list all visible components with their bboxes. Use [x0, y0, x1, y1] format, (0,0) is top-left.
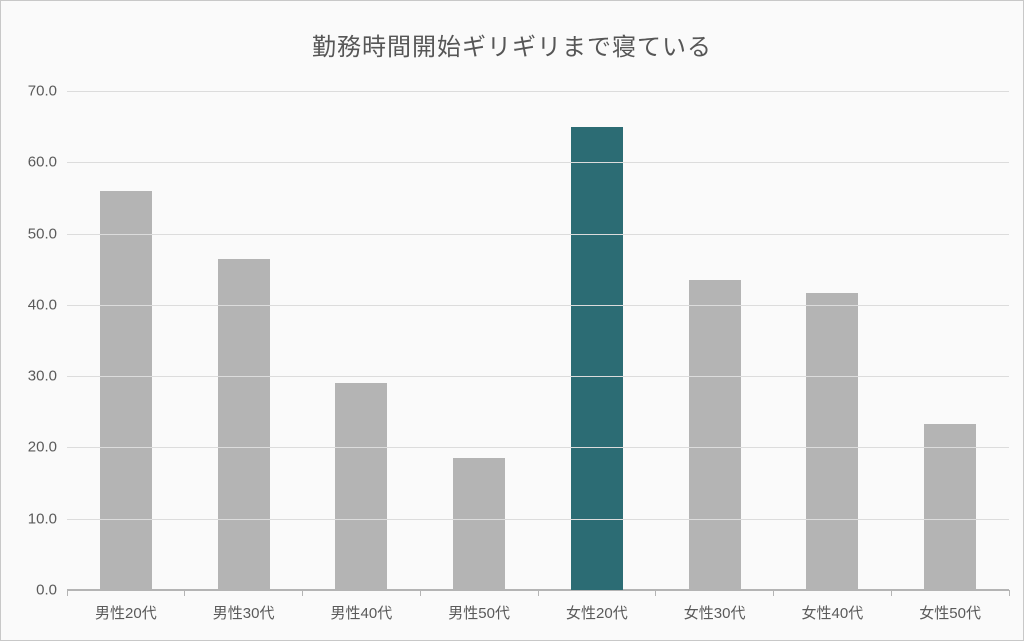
y-tick-label: 70.0 — [28, 83, 67, 100]
plot-area-wrapper: 男性20代男性30代男性40代男性50代女性20代女性30代女性40代女性50代… — [67, 91, 1009, 590]
x-tick-mark — [538, 590, 539, 596]
x-tick-mark — [67, 590, 68, 596]
bar — [453, 458, 505, 590]
x-tick-label: 女性30代 — [684, 590, 746, 623]
gridline — [67, 234, 1009, 235]
x-tick-mark — [420, 590, 421, 596]
bar — [571, 127, 623, 590]
x-tick-mark — [1009, 590, 1010, 596]
gridline — [67, 447, 1009, 448]
y-tick-label: 40.0 — [28, 296, 67, 313]
x-tick-mark — [302, 590, 303, 596]
gridline — [67, 376, 1009, 377]
plot-area: 男性20代男性30代男性40代男性50代女性20代女性30代女性40代女性50代… — [67, 91, 1009, 590]
x-tick-mark — [891, 590, 892, 596]
x-tick-mark — [773, 590, 774, 596]
bar — [218, 259, 270, 590]
gridline — [67, 519, 1009, 520]
y-tick-label: 20.0 — [28, 439, 67, 456]
bar — [335, 383, 387, 590]
bar-slot: 男性40代 — [303, 91, 421, 590]
x-tick-label: 男性40代 — [331, 590, 393, 623]
bar-slot: 女性20代 — [538, 91, 656, 590]
bar — [100, 191, 152, 590]
x-tick-label: 女性50代 — [919, 590, 981, 623]
x-tick-label: 男性50代 — [448, 590, 510, 623]
gridline — [67, 305, 1009, 306]
chart-title: 勤務時間開始ギリギリまで寝ている — [1, 1, 1023, 72]
y-tick-label: 30.0 — [28, 368, 67, 385]
chart-container: 勤務時間開始ギリギリまで寝ている 男性20代男性30代男性40代男性50代女性2… — [0, 0, 1024, 641]
x-tick-label: 女性20代 — [566, 590, 628, 623]
bar-slot: 女性30代 — [656, 91, 774, 590]
y-tick-label: 50.0 — [28, 225, 67, 242]
bar-slot: 男性20代 — [67, 91, 185, 590]
x-tick-mark — [655, 590, 656, 596]
bar — [806, 293, 858, 590]
bar-slot: 男性30代 — [185, 91, 303, 590]
y-tick-label: 60.0 — [28, 154, 67, 171]
bar-slot: 男性50代 — [420, 91, 538, 590]
bar-slot: 女性50代 — [891, 91, 1009, 590]
bars-row: 男性20代男性30代男性40代男性50代女性20代女性30代女性40代女性50代 — [67, 91, 1009, 590]
x-tick-mark — [184, 590, 185, 596]
bar — [924, 424, 976, 590]
x-tick-label: 男性20代 — [95, 590, 157, 623]
bar — [689, 280, 741, 590]
y-tick-label: 10.0 — [28, 510, 67, 527]
gridline — [67, 162, 1009, 163]
x-tick-label: 女性40代 — [802, 590, 864, 623]
y-tick-label: 0.0 — [36, 582, 67, 599]
gridline — [67, 91, 1009, 92]
x-tick-label: 男性30代 — [213, 590, 275, 623]
bar-slot: 女性40代 — [774, 91, 892, 590]
